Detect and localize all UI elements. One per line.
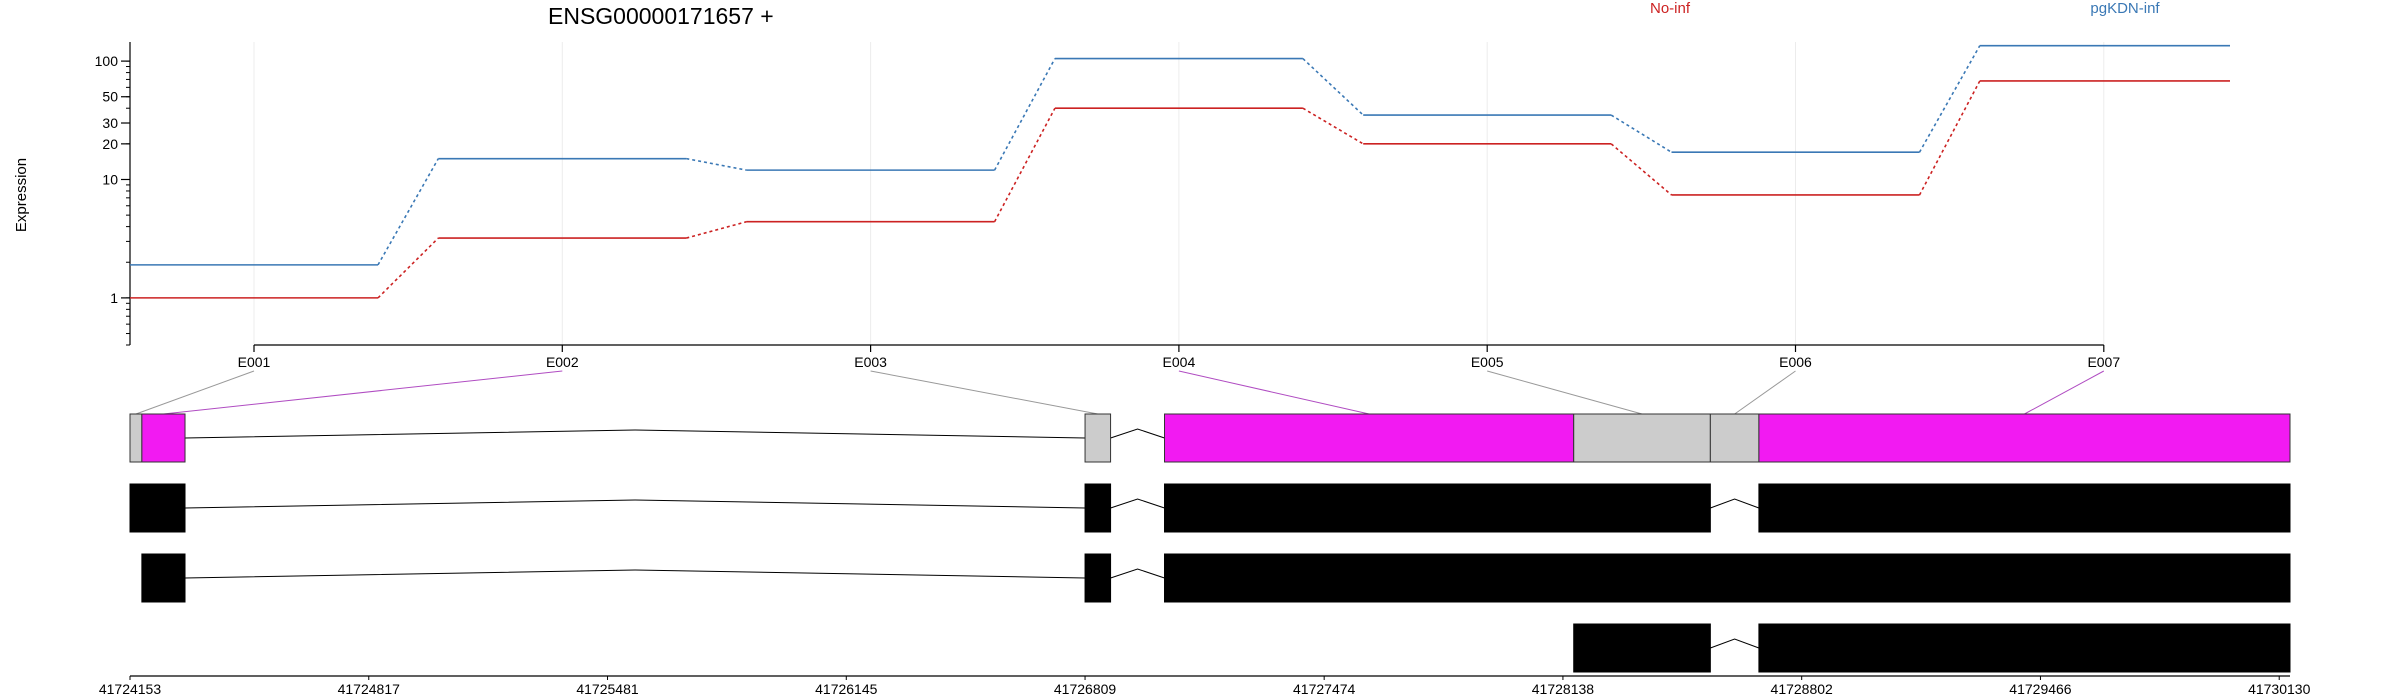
x-tick-label-E001: E001	[238, 354, 271, 370]
exon-bin-E004	[1164, 413, 1575, 463]
x-tick-label-E004: E004	[1163, 354, 1196, 370]
y-tick-label: 30	[102, 115, 118, 131]
series-2-transition	[993, 58, 1056, 171]
genomic-tick-label: 41730130	[2248, 681, 2311, 697]
exon-block	[1758, 483, 2291, 533]
connector-E006	[1734, 370, 1796, 415]
exon-bin-E003	[1084, 413, 1112, 463]
intron	[1710, 638, 1760, 649]
series-1-transition	[993, 107, 1056, 223]
exon-connectors	[135, 370, 2105, 415]
intron	[185, 429, 1086, 439]
series-1	[130, 80, 2230, 299]
series-1-transition	[1302, 107, 1364, 145]
intron	[1110, 498, 1165, 509]
transcript-3	[1573, 623, 2291, 673]
transcript-tracks	[129, 413, 2291, 673]
connector-E004	[1178, 370, 1370, 415]
intron	[185, 569, 1086, 579]
intron	[185, 499, 1086, 509]
exon-block	[1084, 553, 1112, 603]
x-tick-label-E007: E007	[2087, 354, 2120, 370]
x-tick-label-E005: E005	[1471, 354, 1504, 370]
connector-E002	[163, 370, 563, 415]
series-2-transition	[686, 157, 747, 171]
genomic-tick-label: 41727474	[1293, 681, 1356, 697]
genomic-tick-label: 41724153	[99, 681, 162, 697]
y-tick-label: 20	[102, 136, 118, 152]
plot-area: 1 10 20 30 50 100 E001 E002 E003 E004 E005 E006 E007	[95, 42, 2230, 370]
connector-E007	[2024, 370, 2105, 415]
legend-entry-1: No-inf	[1650, 0, 1691, 17]
genomic-tick-label: 41728802	[1771, 681, 1834, 697]
genomic-tick-label: 41726809	[1054, 681, 1117, 697]
exon-block	[129, 483, 186, 533]
genomic-tick-label: 41725481	[576, 681, 639, 697]
exon-bin-E002	[141, 413, 186, 463]
genomic-tick-label: 41729466	[2009, 681, 2072, 697]
transcript-1	[129, 483, 2291, 533]
genomic-tick-label: 41724817	[338, 681, 401, 697]
connector-E003	[870, 370, 1098, 415]
exon-block	[1758, 623, 2291, 673]
y-tick-label: 100	[95, 53, 119, 69]
connector-E001	[135, 370, 255, 415]
legend: No-inf pgKDN-inf	[1650, 0, 2160, 17]
exon-bin-track	[129, 413, 2291, 463]
series-2-transition	[1302, 58, 1364, 116]
series-2	[130, 44, 2230, 266]
y-tick-label: 1	[110, 290, 118, 306]
series-1-transition	[686, 220, 747, 239]
exon-block	[1573, 623, 1711, 673]
transcript-2	[141, 553, 2291, 603]
genomic-tick-label: 41728138	[1532, 681, 1595, 697]
series-2-transition	[377, 158, 439, 266]
y-tick-label: 10	[102, 171, 118, 187]
connector-E005	[1487, 370, 1643, 415]
intron	[1710, 498, 1760, 509]
x-tick-label-E006: E006	[1779, 354, 1812, 370]
y-tick-label: 50	[102, 89, 118, 105]
chart-title: ENSG00000171657 +	[548, 3, 774, 29]
exon-block	[141, 553, 186, 603]
intron	[1110, 428, 1165, 439]
exon-block	[1084, 483, 1112, 533]
exon-bin-E006	[1709, 413, 1760, 463]
genomic-tick-label: 41726145	[815, 681, 878, 697]
x-tick-label-E002: E002	[546, 354, 579, 370]
y-axis-label: Expression	[13, 158, 30, 232]
series-1-transition	[377, 237, 439, 299]
exon-block	[1164, 483, 1711, 533]
x-tick-label-E003: E003	[854, 354, 887, 370]
legend-entry-2: pgKDN-inf	[2090, 0, 2160, 17]
exon-block	[1164, 553, 2291, 603]
exon-bin-E007	[1758, 413, 2291, 463]
series-1-transition	[1610, 143, 1673, 196]
exon-bin-E001	[129, 413, 143, 463]
series-2-transition	[1610, 114, 1672, 153]
series-2-transition	[1918, 45, 1981, 153]
genomic-axis: 41724153 41724817 41725481 41726145 41726809…	[99, 675, 2311, 697]
exon-bin-E005	[1573, 413, 1711, 463]
intron	[1110, 568, 1165, 579]
